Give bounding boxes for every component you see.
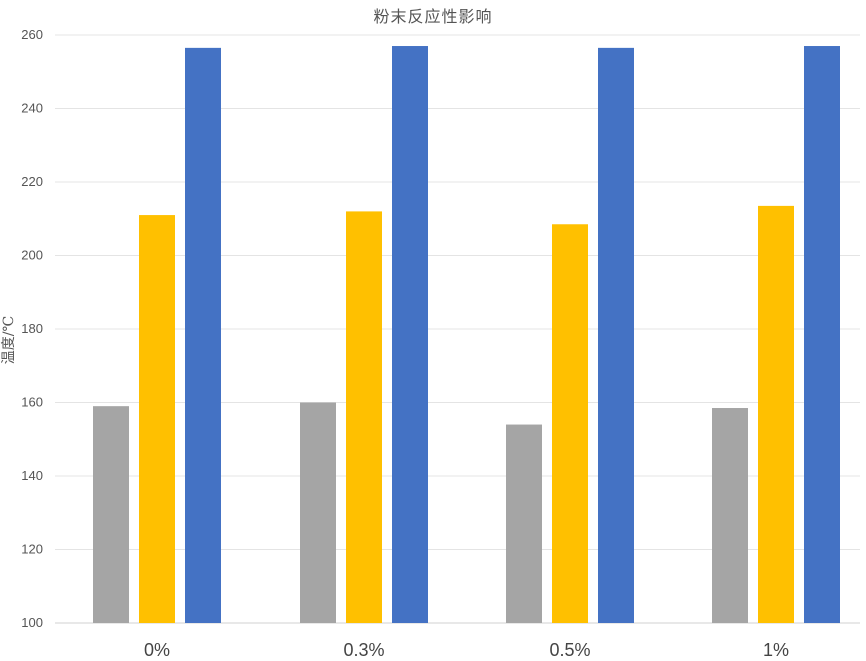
bar-series3: [185, 47, 221, 624]
bar-series1: [300, 402, 336, 623]
y-tick-label: 160: [21, 395, 43, 410]
bar-series3: [392, 46, 428, 623]
y-tick-label: 200: [21, 248, 43, 263]
bar-series1: [93, 406, 129, 623]
bar-series1: [506, 424, 542, 623]
bar-series3: [598, 47, 634, 624]
y-tick-label: 240: [21, 101, 43, 116]
bar-series2: [139, 215, 175, 623]
chart-title: 粉末反应性影响: [373, 7, 493, 26]
y-tick-label: 140: [21, 468, 43, 483]
y-tick-label: 180: [21, 321, 43, 336]
bar-series2: [346, 211, 382, 623]
bar-series2: [552, 224, 588, 623]
y-tick-label: 220: [21, 174, 43, 189]
x-category-label: 1%: [763, 640, 789, 660]
x-category-label: 0.5%: [549, 640, 590, 660]
y-tick-label: 120: [21, 542, 43, 557]
y-tick-label: 100: [21, 615, 43, 630]
x-category-label: 0.3%: [343, 640, 384, 660]
bar-series3: [804, 46, 840, 623]
bar-series2: [758, 205, 794, 623]
x-category-label: 0%: [144, 640, 170, 660]
y-tick-label: 260: [21, 27, 43, 42]
bar-series1: [712, 408, 748, 623]
